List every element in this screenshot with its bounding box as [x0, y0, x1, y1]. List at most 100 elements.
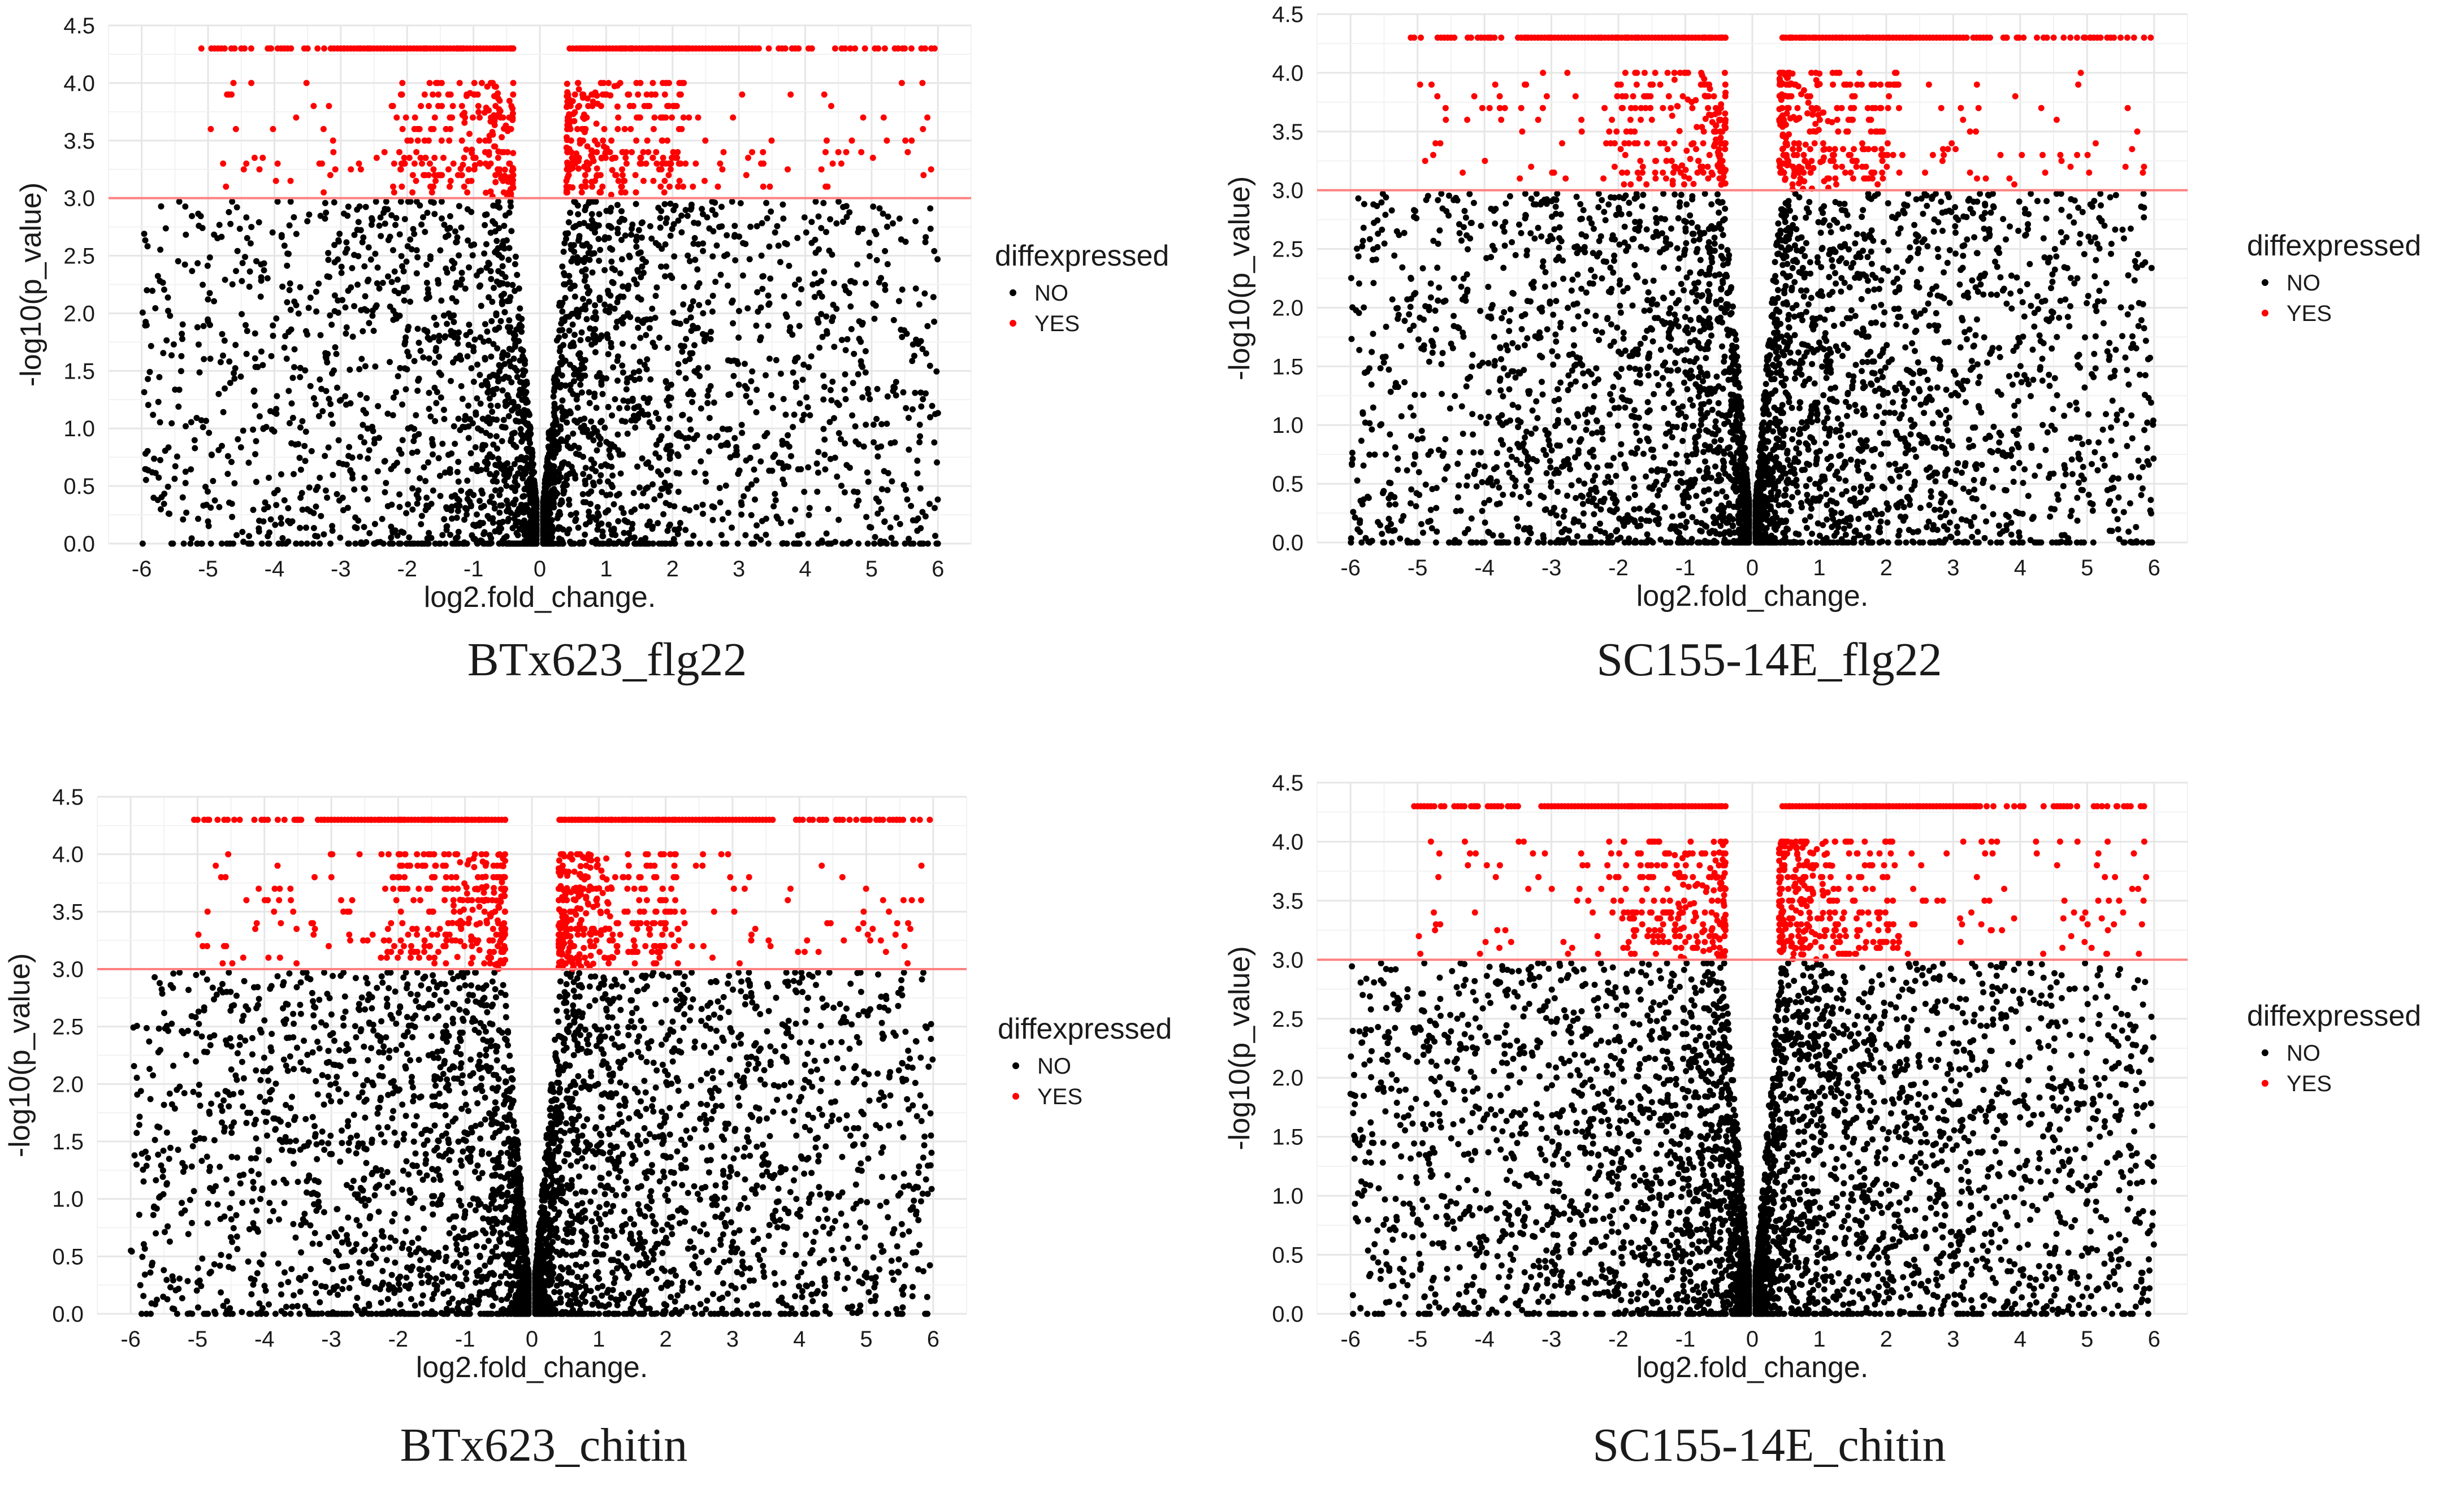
- point-no: [151, 455, 158, 462]
- point-no: [519, 379, 526, 386]
- point-no: [763, 199, 770, 206]
- point-no: [488, 353, 495, 360]
- point-no: [780, 476, 786, 483]
- point-no: [1361, 304, 1367, 311]
- point-no: [718, 203, 725, 210]
- point-no: [738, 511, 745, 518]
- point-no: [1974, 528, 1981, 535]
- point-no: [635, 268, 642, 275]
- point-no: [523, 446, 530, 452]
- point-no: [233, 532, 240, 539]
- point-yes: [402, 114, 409, 121]
- point-no: [440, 406, 447, 413]
- point-no: [519, 372, 526, 379]
- point-no: [768, 392, 774, 398]
- point-yes: [241, 45, 248, 52]
- point-no: [415, 340, 422, 346]
- point-yes: [629, 149, 635, 155]
- point-no: [1878, 511, 1885, 517]
- point-no: [820, 426, 827, 432]
- point-no: [224, 471, 231, 477]
- point-no: [508, 203, 514, 210]
- point-no: [349, 475, 356, 482]
- point-no: [575, 257, 581, 263]
- point-no: [605, 223, 612, 229]
- point-no: [739, 272, 746, 279]
- point-no: [393, 215, 400, 222]
- point-yes: [413, 177, 419, 184]
- point-no: [709, 308, 716, 315]
- point-no: [414, 500, 421, 507]
- point-no: [161, 286, 167, 293]
- point-yes: [314, 45, 321, 52]
- point-yes: [428, 125, 435, 132]
- point-no: [696, 540, 703, 547]
- point-no: [842, 396, 849, 402]
- point-no: [709, 293, 716, 299]
- point-no: [454, 468, 461, 475]
- point-no: [594, 503, 601, 510]
- point-no: [765, 540, 772, 547]
- point-no: [907, 540, 914, 547]
- point-no: [1716, 209, 1722, 216]
- point-no: [1371, 452, 1378, 458]
- point-no: [1447, 405, 1453, 412]
- point-no: [447, 213, 453, 220]
- point-no: [934, 540, 941, 547]
- point-no: [751, 540, 757, 547]
- x-tick-label: -6: [1340, 555, 1361, 580]
- point-yes: [822, 149, 829, 155]
- point-no: [357, 434, 364, 440]
- point-no: [423, 262, 430, 268]
- point-yes: [669, 114, 675, 121]
- point-no: [219, 331, 226, 337]
- point-no: [826, 248, 833, 254]
- point-no: [303, 524, 309, 531]
- point-no: [451, 260, 458, 267]
- point-no: [608, 258, 615, 265]
- point-no: [593, 405, 600, 411]
- point-yes: [510, 91, 517, 98]
- point-no: [647, 223, 653, 229]
- point-no: [454, 507, 461, 514]
- point-no: [582, 531, 588, 538]
- point-no: [317, 212, 324, 219]
- point-no: [747, 399, 754, 406]
- point-no: [2067, 402, 2073, 409]
- point-no: [666, 415, 673, 422]
- point-no: [196, 223, 202, 229]
- point-no: [354, 281, 361, 288]
- point-no: [338, 263, 345, 270]
- point-yes: [449, 103, 456, 110]
- point-no: [753, 409, 760, 415]
- point-no: [859, 394, 866, 401]
- point-no: [675, 361, 682, 367]
- point-no: [492, 487, 499, 494]
- point-no: [852, 423, 859, 429]
- point-no: [2125, 272, 2132, 279]
- point-no: [425, 459, 431, 466]
- point-no: [1775, 286, 1781, 293]
- point-yes: [785, 166, 791, 173]
- point-no: [486, 337, 492, 344]
- point-no: [828, 397, 835, 403]
- point-no: [474, 540, 481, 547]
- point-no: [317, 475, 323, 481]
- point-no: [1477, 307, 1484, 314]
- point-no: [512, 364, 518, 371]
- point-no: [1964, 336, 1970, 342]
- point-no: [382, 489, 388, 496]
- point-no: [887, 440, 894, 446]
- point-no: [873, 495, 880, 502]
- point-no: [182, 480, 189, 487]
- point-no: [568, 445, 575, 452]
- point-yes: [430, 166, 437, 173]
- point-no: [330, 472, 336, 478]
- point-no: [506, 470, 513, 476]
- point-no: [706, 415, 713, 422]
- point-yes: [321, 45, 327, 52]
- point-no: [607, 452, 613, 459]
- point-no: [562, 230, 569, 237]
- point-yes: [288, 45, 295, 52]
- point-no: [760, 273, 767, 280]
